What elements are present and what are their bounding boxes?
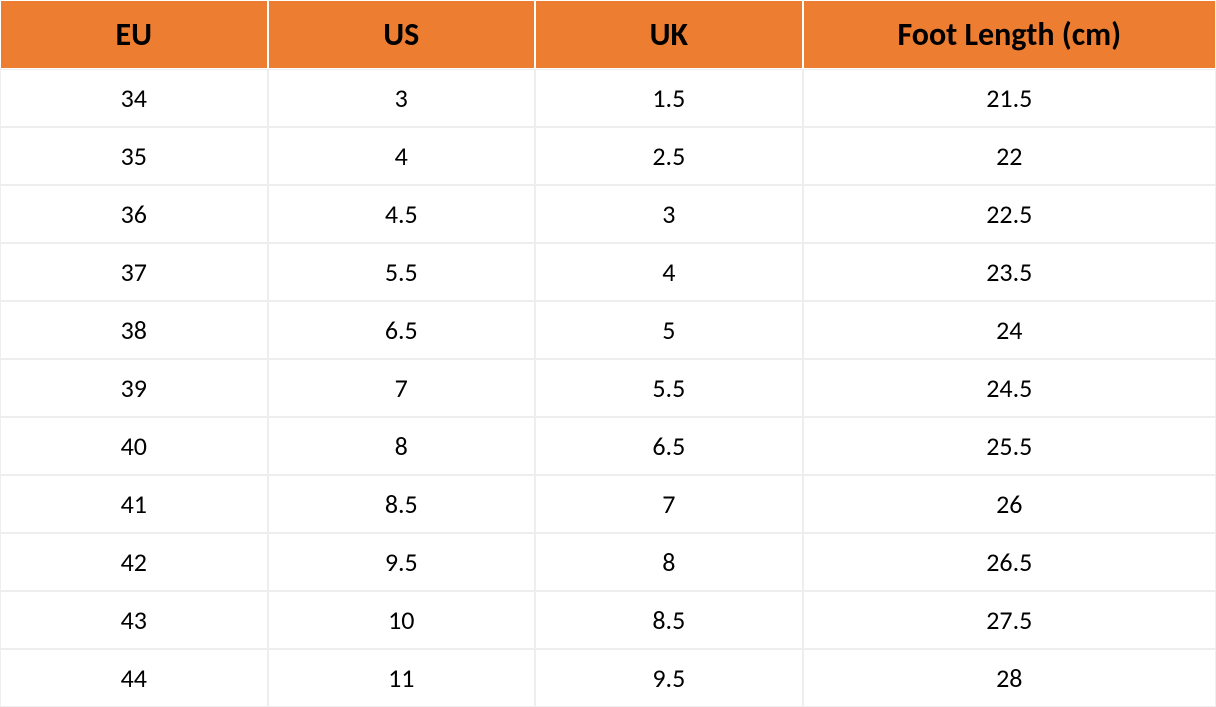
cell-foot-length: 22	[803, 127, 1216, 185]
col-header-uk: UK	[535, 0, 803, 69]
table-row: 35 4 2.5 22	[0, 127, 1216, 185]
col-header-eu: EU	[0, 0, 268, 69]
table-header-row: EU US UK Foot Length (cm)	[0, 0, 1216, 69]
cell-foot-length: 27.5	[803, 591, 1216, 649]
cell-us: 9.5	[268, 533, 536, 591]
cell-us: 8.5	[268, 475, 536, 533]
cell-foot-length: 26	[803, 475, 1216, 533]
table-row: 39 7 5.5 24.5	[0, 359, 1216, 417]
cell-eu: 38	[0, 301, 268, 359]
cell-eu: 40	[0, 417, 268, 475]
cell-foot-length: 23.5	[803, 243, 1216, 301]
cell-eu: 43	[0, 591, 268, 649]
table-row: 43 10 8.5 27.5	[0, 591, 1216, 649]
cell-us: 4	[268, 127, 536, 185]
cell-us: 5.5	[268, 243, 536, 301]
table-row: 38 6.5 5 24	[0, 301, 1216, 359]
table-body: 34 3 1.5 21.5 35 4 2.5 22 36 4.5 3 22.5 …	[0, 69, 1216, 707]
cell-uk: 5	[535, 301, 803, 359]
cell-eu: 34	[0, 69, 268, 127]
cell-foot-length: 25.5	[803, 417, 1216, 475]
cell-uk: 6.5	[535, 417, 803, 475]
cell-foot-length: 26.5	[803, 533, 1216, 591]
cell-uk: 3	[535, 185, 803, 243]
cell-foot-length: 28	[803, 649, 1216, 707]
cell-eu: 36	[0, 185, 268, 243]
cell-us: 8	[268, 417, 536, 475]
table-row: 42 9.5 8 26.5	[0, 533, 1216, 591]
cell-us: 10	[268, 591, 536, 649]
table-row: 41 8.5 7 26	[0, 475, 1216, 533]
table-header: EU US UK Foot Length (cm)	[0, 0, 1216, 69]
cell-eu: 35	[0, 127, 268, 185]
cell-eu: 41	[0, 475, 268, 533]
cell-eu: 39	[0, 359, 268, 417]
cell-foot-length: 24.5	[803, 359, 1216, 417]
cell-foot-length: 21.5	[803, 69, 1216, 127]
cell-uk: 5.5	[535, 359, 803, 417]
col-header-us: US	[268, 0, 536, 69]
cell-uk: 9.5	[535, 649, 803, 707]
cell-uk: 2.5	[535, 127, 803, 185]
table-row: 44 11 9.5 28	[0, 649, 1216, 707]
cell-us: 11	[268, 649, 536, 707]
cell-eu: 42	[0, 533, 268, 591]
size-chart-table: EU US UK Foot Length (cm) 34 3 1.5 21.5 …	[0, 0, 1216, 707]
size-chart-container: EU US UK Foot Length (cm) 34 3 1.5 21.5 …	[0, 0, 1216, 707]
col-header-foot-length: Foot Length (cm)	[803, 0, 1216, 69]
cell-foot-length: 24	[803, 301, 1216, 359]
table-row: 36 4.5 3 22.5	[0, 185, 1216, 243]
cell-us: 6.5	[268, 301, 536, 359]
cell-uk: 4	[535, 243, 803, 301]
cell-us: 7	[268, 359, 536, 417]
table-row: 40 8 6.5 25.5	[0, 417, 1216, 475]
cell-uk: 7	[535, 475, 803, 533]
table-row: 34 3 1.5 21.5	[0, 69, 1216, 127]
cell-eu: 37	[0, 243, 268, 301]
cell-us: 3	[268, 69, 536, 127]
cell-eu: 44	[0, 649, 268, 707]
cell-us: 4.5	[268, 185, 536, 243]
cell-uk: 1.5	[535, 69, 803, 127]
cell-uk: 8	[535, 533, 803, 591]
table-row: 37 5.5 4 23.5	[0, 243, 1216, 301]
cell-uk: 8.5	[535, 591, 803, 649]
cell-foot-length: 22.5	[803, 185, 1216, 243]
